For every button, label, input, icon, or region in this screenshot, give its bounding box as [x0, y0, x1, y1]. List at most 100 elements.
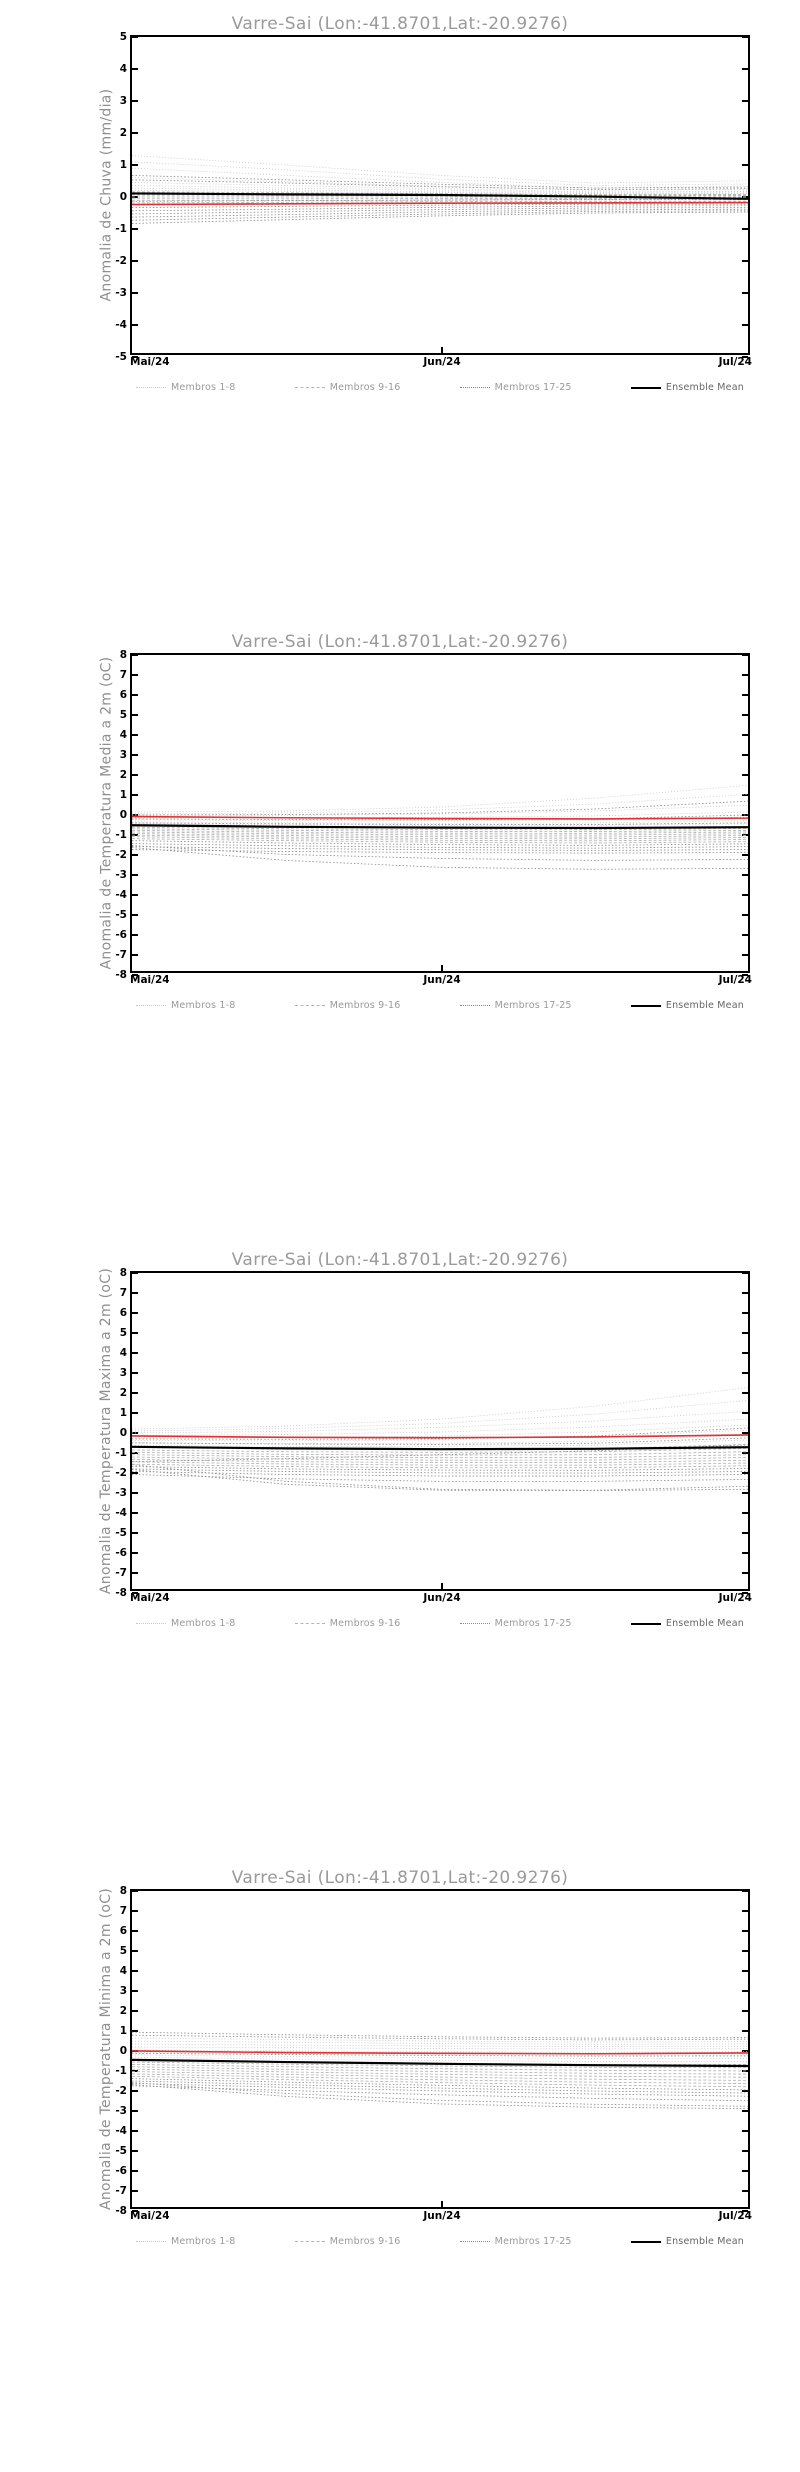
series-line-member	[132, 1463, 748, 1469]
legend-item-ensemble-mean[interactable]: Ensemble Mean	[630, 382, 744, 393]
chart-panel-chuva: Varre-Sai (Lon:-41.8701,Lat:-20.9276) Ano…	[0, 0, 800, 618]
y-tick-mark	[132, 774, 138, 776]
y-tick-label: 2	[119, 2005, 127, 2017]
x-tick-label: Jun/24	[423, 2210, 461, 2222]
legend-swatch-membros-9-16	[294, 2241, 325, 2242]
y-tick-label: 3	[119, 1367, 127, 1379]
series-line-member	[132, 1387, 748, 1430]
x-tick-label: Jul/24	[718, 356, 752, 368]
series-line-highlight	[132, 2050, 748, 2055]
legend-item-ensemble-mean[interactable]: Ensemble Mean	[630, 1000, 744, 1011]
y-tick-mark	[132, 2110, 138, 2112]
series-line-member	[132, 1471, 748, 1477]
series-canvas	[132, 155, 748, 224]
legend-item-membros-1-8[interactable]: Membros 1-8	[136, 382, 236, 393]
y-tick-mark-right	[742, 228, 748, 230]
y-tick-mark-right	[742, 100, 748, 102]
legend-item-membros-1-8[interactable]: Membros 1-8	[136, 1000, 236, 1011]
y-tick-mark-right	[742, 1970, 748, 1972]
y-tick-mark	[132, 1372, 138, 1374]
series-line-member	[132, 191, 748, 196]
y-tick-mark-right	[742, 734, 748, 736]
y-tick-mark-right	[742, 324, 748, 326]
series-line-member	[132, 177, 748, 191]
y-tick-mark	[132, 954, 138, 956]
y-tick-mark-right	[742, 1352, 748, 1354]
y-tick-mark	[132, 734, 138, 736]
y-tick-label: 0	[119, 191, 127, 203]
series-line-member	[132, 2052, 748, 2056]
chart-title: Varre-Sai (Lon:-41.8701,Lat:-20.9276)	[231, 632, 569, 652]
y-tick-label: -2	[115, 1467, 127, 1479]
series-line-member	[132, 833, 748, 838]
series-line-member	[132, 828, 748, 832]
legend-label-membros-17-25: Membros 17-25	[494, 2236, 572, 2247]
y-tick-mark-right	[742, 2110, 748, 2112]
legend-item-membros-9-16[interactable]: Membros 9-16	[294, 1618, 401, 1629]
y-tick-mark-right	[742, 934, 748, 936]
legend-label-ensemble-mean: Ensemble Mean	[665, 382, 744, 393]
series-line-member	[132, 2043, 748, 2048]
series-line-member	[132, 793, 748, 815]
legend-swatch-ensemble-mean	[630, 1622, 661, 1625]
y-tick-mark-right	[742, 714, 748, 716]
series-line-member	[132, 207, 748, 215]
legend-item-membros-1-8[interactable]: Membros 1-8	[136, 1618, 236, 1629]
series-line-member	[132, 210, 748, 221]
legend-item-membros-17-25[interactable]: Membros 17-25	[459, 382, 572, 393]
y-tick-label: -5	[115, 2145, 127, 2157]
legend-item-membros-9-16[interactable]: Membros 9-16	[294, 1000, 401, 1011]
y-tick-mark	[132, 894, 138, 896]
legend-label-membros-17-25: Membros 17-25	[494, 1618, 572, 1629]
series-line-member	[132, 845, 748, 861]
series-line-member	[132, 1468, 748, 1474]
series-canvas	[132, 784, 748, 870]
y-tick-mark-right	[742, 1492, 748, 1494]
y-tick-mark	[132, 324, 138, 326]
x-tick-mark	[441, 965, 443, 971]
x-tick-label: Jul/24	[718, 974, 752, 986]
series-line-member	[132, 2068, 748, 2078]
legend-item-membros-1-8[interactable]: Membros 1-8	[136, 2236, 236, 2247]
y-tick-label: 7	[119, 1287, 127, 1299]
legend-item-ensemble-mean[interactable]: Ensemble Mean	[630, 1618, 744, 1629]
legend-item-membros-9-16[interactable]: Membros 9-16	[294, 382, 401, 393]
y-tick-mark	[132, 1452, 138, 1454]
legend-item-membros-9-16[interactable]: Membros 9-16	[294, 2236, 401, 2247]
legend-label-membros-9-16: Membros 9-16	[329, 1618, 401, 1629]
legend-item-membros-17-25[interactable]: Membros 17-25	[459, 1000, 572, 1011]
legend-item-membros-17-25[interactable]: Membros 17-25	[459, 1618, 572, 1629]
y-tick-mark	[132, 1532, 138, 1534]
legend-swatch-membros-1-8	[136, 387, 166, 388]
series-line-member	[132, 1474, 748, 1482]
y-tick-mark	[132, 2170, 138, 2172]
y-tick-mark	[132, 874, 138, 876]
series-line-member	[132, 2082, 748, 2097]
legend-label-membros-17-25: Membros 17-25	[494, 382, 572, 393]
y-tick-label: -8	[115, 1587, 127, 1599]
series-line-member	[132, 826, 748, 831]
y-tick-label: 0	[119, 2045, 127, 2057]
series-line-member	[132, 2040, 748, 2045]
x-tick-label: Mai/24	[130, 356, 170, 368]
y-tick-label: -1	[115, 1447, 127, 1459]
y-tick-mark-right	[742, 1292, 748, 1294]
y-axis-label-text: Anomalia de Chuva (mm/dia)	[98, 88, 114, 302]
y-tick-mark	[132, 1352, 138, 1354]
series-line-member	[132, 2049, 748, 2053]
series-line-member	[132, 1410, 748, 1434]
y-tick-label: 4	[119, 1965, 127, 1977]
y-tick-mark-right	[742, 1572, 748, 1574]
y-tick-mark	[132, 1272, 138, 1274]
plot-area: 8 7 6 5 4 3 2 1 0 -1 -2 -3 -4 -5 -6 -7 -8 Mai/24 Jun/24 Jul…	[115, 1267, 752, 1604]
series-line-member	[132, 840, 748, 846]
chart-legend: Membros 1-8 Membros 9-16 Membros 17-25 Ense…	[130, 2236, 750, 2247]
y-tick-label: 0	[119, 809, 127, 821]
y-tick-mark-right	[742, 1412, 748, 1414]
legend-item-membros-17-25[interactable]: Membros 17-25	[459, 2236, 572, 2247]
y-tick-label: 2	[119, 127, 127, 139]
legend-item-ensemble-mean[interactable]: Ensemble Mean	[630, 2236, 744, 2247]
y-tick-mark	[132, 1572, 138, 1574]
y-tick-label: -7	[115, 1567, 127, 1579]
y-tick-label: 3	[119, 1985, 127, 1997]
